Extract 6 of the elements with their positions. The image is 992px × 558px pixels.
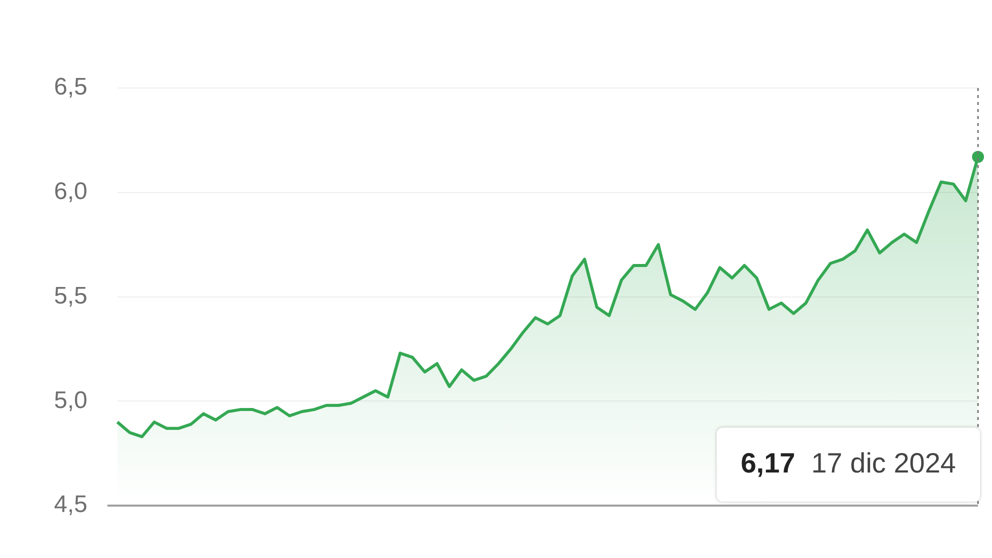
y-tick-label: 5,5 [54, 282, 88, 310]
annotation: 6,17 17 dic 2024 [740, 447, 956, 478]
y-tick-label: 6,5 [54, 74, 88, 101]
y-tick-label: 4,5 [54, 491, 88, 518]
y-tick-label: 6,0 [54, 178, 88, 206]
y-tick-label: 5,0 [54, 386, 88, 414]
